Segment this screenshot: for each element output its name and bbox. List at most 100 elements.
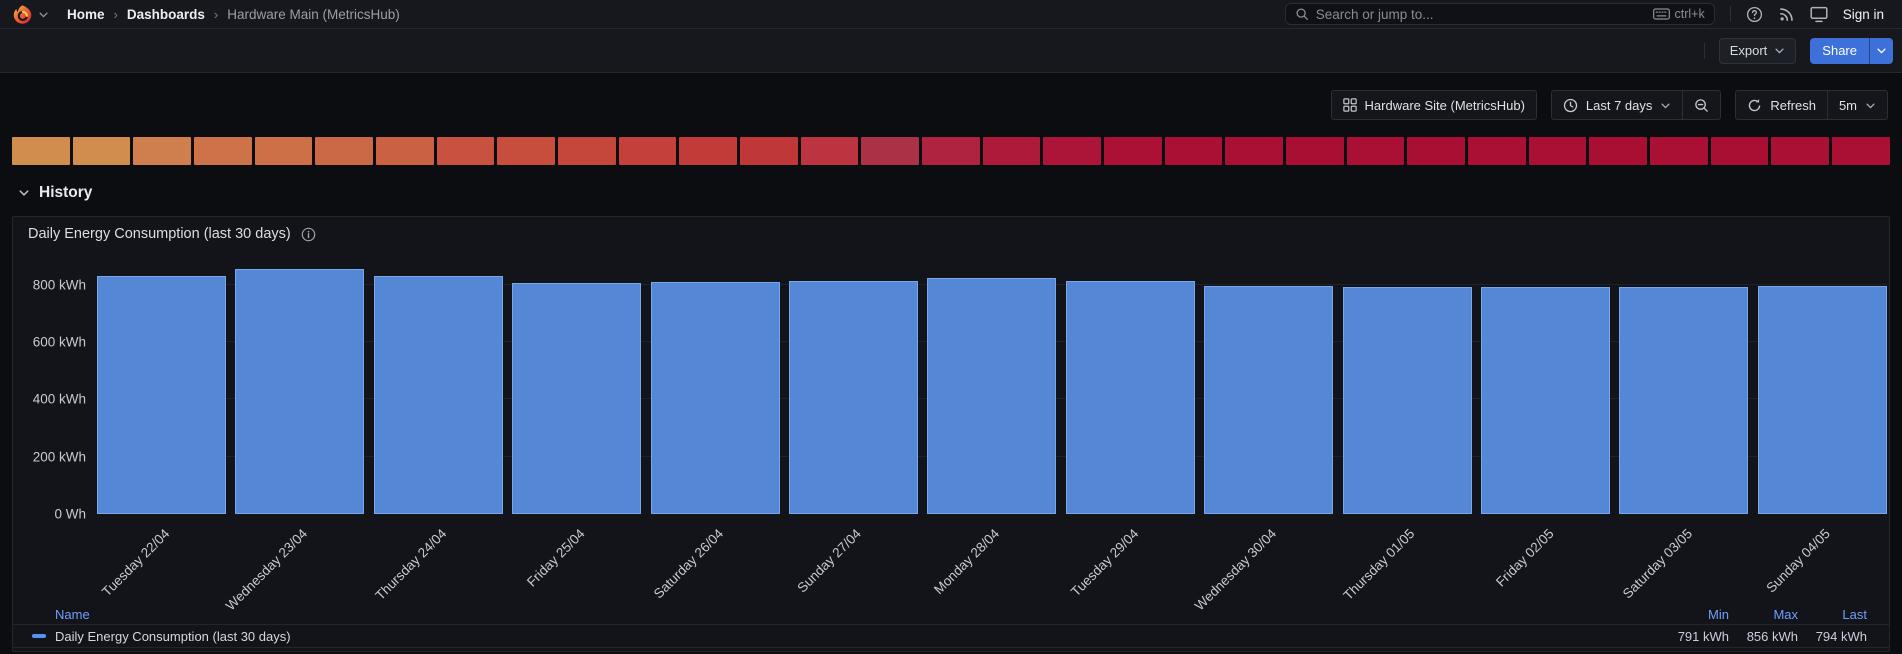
strip-cell[interactable] <box>982 137 1041 165</box>
zoom-out-time-button[interactable] <box>1682 91 1720 119</box>
strip-cell[interactable] <box>194 137 252 165</box>
grafana-logo-menu[interactable] <box>12 4 49 25</box>
section-title: History <box>39 184 93 201</box>
legend-max-header[interactable]: Max <box>1773 607 1798 622</box>
datasource-picker-button[interactable]: Hardware Site (MetricsHub) <box>1330 90 1537 120</box>
x-axis-label: Friday 25/04 <box>523 526 588 590</box>
panel-title: Daily Energy Consumption (last 30 days) <box>28 226 291 242</box>
strip-cell[interactable] <box>497 137 556 165</box>
bar-Sunday 27/04[interactable] <box>789 280 919 514</box>
breadcrumb: Home › Dashboards › Hardware Main (Metri… <box>67 7 400 22</box>
bar-Thursday 01/05[interactable] <box>1342 286 1472 514</box>
strip-cell[interactable] <box>1589 137 1648 165</box>
legend-name-header[interactable]: Name <box>55 607 90 622</box>
strip-cell[interactable] <box>679 137 738 165</box>
strip-cell[interactable] <box>376 137 434 165</box>
refresh-button[interactable]: Refresh <box>1736 91 1827 119</box>
bar-Saturday 03/05[interactable] <box>1619 286 1749 514</box>
chevron-down-icon <box>1866 103 1875 108</box>
breadcrumb-home[interactable]: Home <box>67 6 105 22</box>
strip-cell[interactable] <box>558 137 616 165</box>
strip-cell[interactable] <box>1043 137 1102 165</box>
bar-Saturday 26/04[interactable] <box>650 281 780 514</box>
strip-cell[interactable] <box>1832 137 1890 165</box>
strip-cell[interactable] <box>1528 137 1587 165</box>
series-min-value: 791 kWh <box>1677 628 1729 644</box>
strip-cell[interactable] <box>254 137 313 165</box>
y-axis-label: 800 kWh <box>32 277 86 293</box>
breadcrumb-current-dashboard: Hardware Main (MetricsHub) <box>227 6 400 22</box>
bar-Wednesday 23/04[interactable] <box>235 268 365 514</box>
x-axis-label: Tuesday 29/04 <box>1067 526 1142 600</box>
strip-cell[interactable] <box>12 137 70 165</box>
bar-Friday 25/04[interactable] <box>512 282 642 514</box>
clock-icon <box>1563 98 1578 113</box>
bar-Tuesday 22/04[interactable] <box>97 275 226 514</box>
time-picker-group: Last 7 days <box>1550 90 1722 120</box>
strip-cell[interactable] <box>72 137 131 165</box>
strip-cell[interactable] <box>922 137 980 165</box>
share-menu-button[interactable] <box>1869 37 1893 64</box>
bar-Wednesday 30/04[interactable] <box>1204 286 1334 514</box>
series-max-value: 856 kWh <box>1746 628 1798 644</box>
bar-chart: 0 Wh 200 kWh 400 kWh 600 kWh 800 kWh Tuesday… <box>33 256 1887 613</box>
x-axis-label: Thursday 01/05 <box>1340 526 1418 603</box>
strip-cell[interactable] <box>1225 137 1284 165</box>
strip-cell[interactable] <box>133 137 192 165</box>
dashboard-controls: Hardware Site (MetricsHub) Last 7 days R… <box>0 90 1902 120</box>
info-icon[interactable] <box>301 227 316 242</box>
search-input[interactable]: Search or jump to... ctrl+k <box>1284 3 1715 25</box>
y-axis-label: 200 kWh <box>32 449 86 465</box>
legend-min-header[interactable]: Min <box>1708 607 1729 622</box>
strip-cell[interactable] <box>618 137 677 165</box>
bar-Monday 28/04[interactable] <box>927 277 1057 514</box>
keyboard-icon <box>1652 8 1670 20</box>
strip-cell[interactable] <box>1771 137 1830 165</box>
monitor-icon[interactable] <box>1810 6 1828 23</box>
sign-in-link[interactable]: Sign in <box>1842 6 1884 22</box>
series-label[interactable]: Daily Energy Consumption (last 30 days) <box>55 628 291 644</box>
history-section-toggle[interactable]: History <box>18 183 148 203</box>
panel-legend: Name Min Max Last Daily Energy Consumpti… <box>13 605 1889 648</box>
breadcrumb-separator: › <box>113 6 118 22</box>
bar-Thursday 24/04[interactable] <box>373 276 503 514</box>
y-axis: 0 Wh 200 kWh 400 kWh 600 kWh 800 kWh <box>6 256 86 521</box>
strip-cell[interactable] <box>740 137 798 165</box>
strip-cell[interactable] <box>315 137 374 165</box>
help-icon[interactable] <box>1746 6 1763 23</box>
refresh-interval-picker[interactable]: 5m <box>1826 91 1887 119</box>
strip-cell[interactable] <box>1468 137 1526 165</box>
grafana-logo-icon <box>12 4 33 25</box>
bar-Tuesday 29/04[interactable] <box>1065 281 1195 514</box>
chevron-down-icon <box>19 190 29 196</box>
export-button[interactable]: Export <box>1718 37 1797 64</box>
strip-cell[interactable] <box>1346 137 1405 165</box>
strip-cell[interactable] <box>436 137 495 165</box>
breadcrumb-dashboards[interactable]: Dashboards <box>126 6 205 22</box>
search-placeholder: Search or jump to... <box>1315 6 1434 22</box>
share-button[interactable]: Share <box>1810 37 1869 64</box>
strip-cell[interactable] <box>861 137 920 165</box>
x-axis-label: Monday 28/04 <box>931 526 1003 598</box>
share-split-button: Share <box>1810 37 1893 64</box>
search-icon <box>1295 7 1309 21</box>
strip-cell[interactable] <box>1407 137 1466 165</box>
chevron-down-icon <box>38 9 49 20</box>
strip-cell[interactable] <box>1104 137 1162 165</box>
y-axis-label: 600 kWh <box>32 334 86 350</box>
bar-Sunday 04/05[interactable] <box>1757 286 1887 514</box>
news-rss-icon[interactable] <box>1778 6 1795 23</box>
time-range-picker[interactable]: Last 7 days <box>1552 91 1683 119</box>
strip-cell[interactable] <box>1710 137 1769 165</box>
panel-header[interactable]: Daily Energy Consumption (last 30 days) <box>13 217 1889 242</box>
bar-Friday 02/05[interactable] <box>1481 287 1611 514</box>
strip-cell[interactable] <box>1164 137 1223 165</box>
bars <box>97 256 1887 514</box>
x-axis-label: Thursday 24/04 <box>372 526 449 603</box>
strip-cell[interactable] <box>800 137 859 165</box>
series-color-swatch[interactable] <box>32 634 46 638</box>
legend-last-header[interactable]: Last <box>1842 607 1867 622</box>
strip-cell[interactable] <box>1650 137 1708 165</box>
x-axis-label: Tuesday 22/04 <box>98 526 173 600</box>
strip-cell[interactable] <box>1286 137 1344 165</box>
